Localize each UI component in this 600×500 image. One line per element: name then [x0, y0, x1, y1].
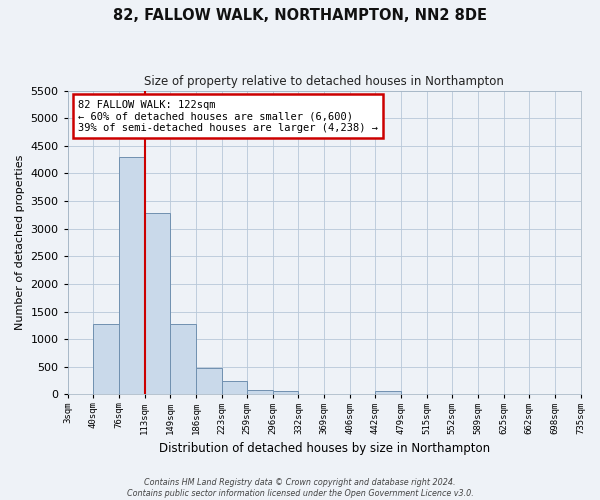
Text: 82, FALLOW WALK, NORTHAMPTON, NN2 8DE: 82, FALLOW WALK, NORTHAMPTON, NN2 8DE [113, 8, 487, 22]
Title: Size of property relative to detached houses in Northampton: Size of property relative to detached ho… [144, 75, 504, 88]
Text: Contains HM Land Registry data © Crown copyright and database right 2024.
Contai: Contains HM Land Registry data © Crown c… [127, 478, 473, 498]
Bar [221, 382, 247, 394]
Text: 82 FALLOW WALK: 122sqm
← 60% of detached houses are smaller (6,600)
39% of semi-: 82 FALLOW WALK: 122sqm ← 60% of detached… [78, 100, 378, 133]
Bar [170, 324, 196, 394]
Bar [273, 391, 298, 394]
Y-axis label: Number of detached properties: Number of detached properties [15, 155, 25, 330]
Bar [247, 390, 273, 394]
Bar [196, 368, 221, 394]
X-axis label: Distribution of detached houses by size in Northampton: Distribution of detached houses by size … [158, 442, 490, 455]
Bar [94, 324, 119, 394]
Bar [145, 213, 170, 394]
Bar [119, 157, 145, 394]
Bar [376, 392, 401, 394]
